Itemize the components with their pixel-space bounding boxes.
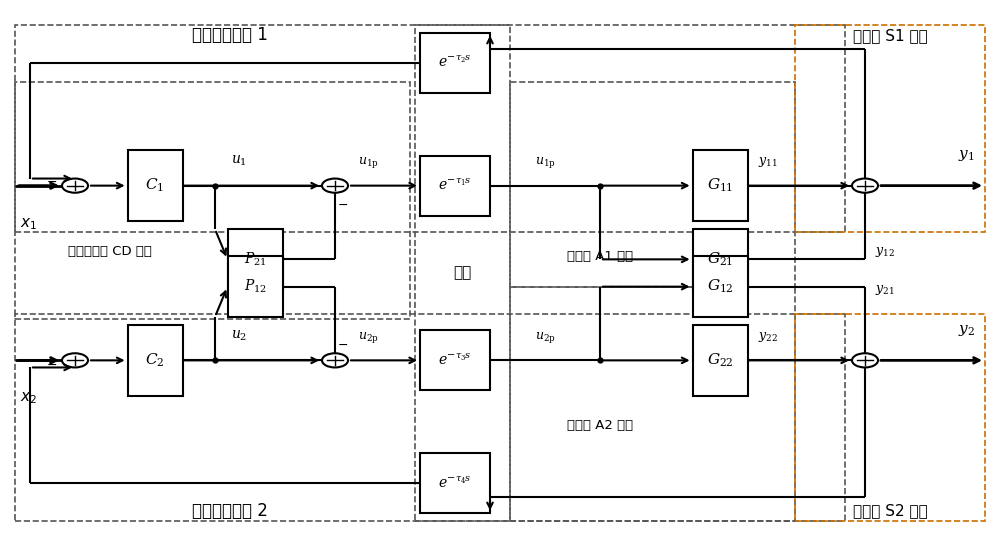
- Bar: [795, 25, 985, 232]
- Text: $e^{-\tau_1 s}$: $e^{-\tau_1 s}$: [438, 178, 472, 193]
- Text: $G_{11}$: $G_{11}$: [707, 177, 733, 194]
- Text: $-$: $-$: [46, 358, 57, 371]
- Text: $P_{12}$: $P_{12}$: [244, 278, 266, 295]
- Bar: [128, 150, 182, 221]
- Text: 闭环控制回路 2: 闭环控制回路 2: [192, 502, 268, 519]
- Bar: [510, 287, 795, 521]
- Bar: [692, 229, 748, 289]
- Text: $-$: $-$: [337, 198, 349, 211]
- Text: $y_{11}$: $y_{11}$: [758, 155, 777, 169]
- Text: $u_{1\mathrm{p}}$: $u_{1\mathrm{p}}$: [535, 155, 555, 170]
- Text: $y_{21}$: $y_{21}$: [875, 283, 895, 297]
- Circle shape: [322, 179, 348, 193]
- Bar: [692, 150, 748, 221]
- Text: $y_{12}$: $y_{12}$: [875, 245, 895, 259]
- Bar: [128, 325, 182, 396]
- Text: $u_2$: $u_2$: [231, 329, 247, 343]
- Text: $e^{-\tau_3 s}$: $e^{-\tau_3 s}$: [438, 353, 472, 368]
- Bar: [692, 325, 748, 396]
- Bar: [510, 82, 795, 287]
- Text: 网络: 网络: [453, 265, 471, 281]
- Bar: [15, 314, 845, 521]
- Bar: [228, 257, 283, 317]
- Bar: [692, 257, 748, 317]
- Text: $u_1$: $u_1$: [231, 154, 247, 168]
- Bar: [15, 82, 410, 319]
- Text: $e^{-\tau_2 s}$: $e^{-\tau_2 s}$: [438, 55, 472, 70]
- Text: $u_{1\mathrm{p}}$: $u_{1\mathrm{p}}$: [358, 155, 378, 170]
- Text: 控制解耦器 CD 节点: 控制解耦器 CD 节点: [68, 245, 152, 258]
- Text: $C_1$: $C_1$: [145, 177, 165, 194]
- Text: 执行器 A1 节点: 执行器 A1 节点: [567, 250, 633, 263]
- Text: $G_{21}$: $G_{21}$: [707, 251, 733, 268]
- Text: 闭环控制回路 1: 闭环控制回路 1: [192, 27, 268, 44]
- Text: $y_1$: $y_1$: [958, 149, 975, 163]
- Bar: [415, 25, 510, 521]
- Circle shape: [62, 179, 88, 193]
- Text: $y_2$: $y_2$: [958, 323, 975, 338]
- Circle shape: [852, 179, 878, 193]
- Text: $y_{22}$: $y_{22}$: [758, 330, 777, 343]
- Bar: [420, 156, 490, 216]
- Text: $u_{2\mathrm{p}}$: $u_{2\mathrm{p}}$: [535, 330, 555, 345]
- Text: $-$: $-$: [337, 337, 349, 351]
- Text: $x_1$: $x_1$: [20, 216, 37, 232]
- Text: $x_2$: $x_2$: [20, 391, 37, 406]
- Text: 执行器 A2 节点: 执行器 A2 节点: [567, 419, 633, 432]
- Text: $e^{-\tau_4 s}$: $e^{-\tau_4 s}$: [438, 476, 472, 491]
- Bar: [795, 314, 985, 521]
- Bar: [420, 330, 490, 390]
- Text: $P_{21}$: $P_{21}$: [244, 251, 266, 268]
- Text: $C_2$: $C_2$: [145, 352, 165, 369]
- Bar: [420, 453, 490, 513]
- Bar: [15, 25, 845, 232]
- Text: $G_{22}$: $G_{22}$: [707, 352, 733, 369]
- Text: $-$: $-$: [46, 175, 57, 188]
- Circle shape: [322, 353, 348, 367]
- Bar: [228, 229, 283, 289]
- Text: $G_{12}$: $G_{12}$: [707, 278, 733, 295]
- Text: 传感器 S2 节点: 传感器 S2 节点: [853, 503, 927, 518]
- Bar: [420, 33, 490, 93]
- Circle shape: [852, 353, 878, 367]
- Text: 传感器 S1 节点: 传感器 S1 节点: [853, 28, 927, 43]
- Circle shape: [62, 353, 88, 367]
- Text: $u_{2\mathrm{p}}$: $u_{2\mathrm{p}}$: [358, 330, 378, 345]
